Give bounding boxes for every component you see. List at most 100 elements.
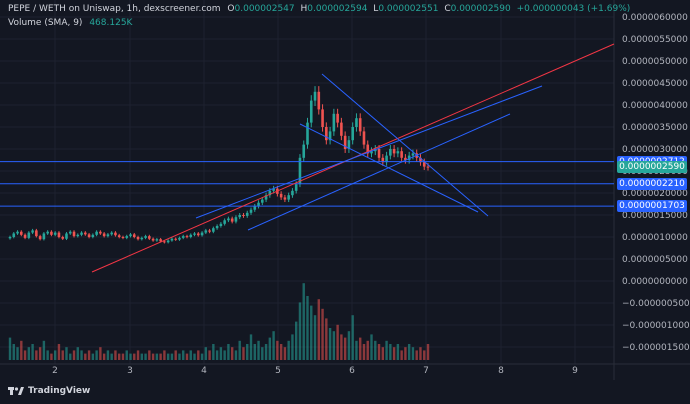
candle-body [46,231,49,234]
candle-body [166,240,170,243]
candle-body [389,149,392,156]
volume-bar [208,350,211,360]
candle-body [272,188,275,191]
candle-body [306,122,309,145]
change-value: +0.000000043 (+1.69%) [516,4,631,14]
volume-bar [328,328,332,360]
ohlc-legend: PEPE / WETH on Uniswap, 1h, dexscreener.… [8,4,630,14]
price-tick-label: 0.0000005000 [622,255,688,265]
candle-body [396,151,400,154]
volume-bar [159,353,162,360]
time-tick-label: 7 [423,366,429,376]
volume-bar [212,344,215,360]
candle-body [400,151,403,158]
volume-bar [185,353,189,360]
candle-body [377,149,381,158]
candle-body [144,236,147,238]
trend-line-blue [247,113,511,231]
candle-body [321,109,324,127]
volume-bar [381,347,385,360]
volume-bar [227,344,230,360]
open-value: 0.000002547 [234,4,295,14]
volume-bar [234,350,238,360]
volume-bar [279,344,283,360]
candle-body [407,155,411,160]
candle-body [140,237,144,240]
volume-bar [106,350,110,360]
trend-line-blue [321,73,489,217]
candle-body [287,195,290,200]
volume-bar [396,344,400,360]
volume-bar [261,347,264,360]
candle-body [422,162,426,167]
volume-bar [302,283,305,360]
candle-body [117,235,121,237]
volume-bar [219,347,223,360]
candle-body [242,215,245,216]
candle-body [257,202,260,207]
volume-bar [35,350,38,360]
volume-bar [53,350,57,360]
candle-body [336,113,339,123]
volume-bar [298,302,302,360]
candle-body [302,144,306,158]
volume-bar [16,347,19,360]
volume-bar [99,347,102,360]
footer-brand[interactable]: TradingView [8,386,90,396]
volume-bar [118,353,121,360]
time-tick-label: 3 [127,366,133,376]
price-tick-label: 0.0000010000 [622,233,688,243]
volume-bar [306,296,309,360]
volume-bar [257,340,260,360]
candle-body [385,155,388,163]
volume-bar [57,344,61,360]
trend-line-blue [299,123,479,213]
candle-body [99,231,102,234]
candle-body [200,232,204,236]
candle-body [31,230,34,233]
candle-body [313,91,317,101]
volume-bar [230,347,234,360]
candle-body [268,190,272,196]
candle-body [223,220,226,224]
volume-bar [246,344,249,360]
candle-body [325,127,328,141]
candle-body [362,131,366,145]
volume-bar [343,337,347,360]
candle-body [264,195,268,200]
candle-body [106,234,110,237]
price-tag: 0.0000001703 [617,200,687,213]
volume-bar [12,344,15,360]
volume-bar [50,353,53,360]
candle-body [132,234,136,237]
volume-bar [347,331,351,360]
candle-body [279,193,283,198]
time-tick-label: 4 [201,366,207,376]
candle-body [163,241,166,243]
volume-bar [69,353,72,360]
tradingview-logo-icon [8,387,24,395]
candle-body [370,151,373,154]
volume-bar [370,334,373,360]
candle-body [283,197,287,200]
candle-body [204,230,208,233]
candle-body [328,131,332,141]
volume-bar [155,353,159,360]
candle-body [155,239,159,241]
candle-body [84,232,87,235]
volume-bar [197,350,200,360]
low-value: 0.000002551 [378,4,439,14]
volume-bar [389,344,392,360]
candle-body [151,238,155,241]
price-tick-label: −0.0000015000 [622,343,690,353]
candle-body [185,236,189,238]
candle-body [102,233,106,237]
volume-bar [272,331,275,360]
candle-body [366,144,370,154]
candle-body [170,238,174,241]
volume-bar [84,353,87,360]
candle-body [261,199,264,203]
candle-body [136,237,140,240]
volume-bar [407,344,411,360]
